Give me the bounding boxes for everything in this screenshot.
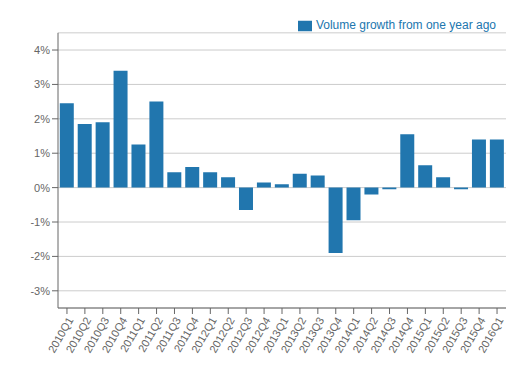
svg-text:2014Q2: 2014Q2: [350, 314, 381, 355]
svg-text:2011Q3: 2011Q3: [153, 314, 183, 355]
svg-text:2010Q4: 2010Q4: [99, 314, 130, 355]
svg-text:0%: 0%: [34, 182, 50, 194]
svg-text:1%: 1%: [34, 147, 50, 159]
svg-text:2014Q1: 2014Q1: [332, 314, 363, 355]
svg-text:2015Q1: 2015Q1: [403, 314, 434, 355]
svg-text:2013Q3: 2013Q3: [296, 314, 327, 355]
svg-text:2013Q1: 2013Q1: [260, 314, 291, 355]
svg-text:2015Q2: 2015Q2: [421, 314, 452, 355]
svg-text:2014Q3: 2014Q3: [368, 314, 398, 355]
svg-text:2013Q2: 2013Q2: [278, 314, 309, 355]
svg-text:2010Q1: 2010Q1: [45, 314, 76, 355]
svg-text:2010Q3: 2010Q3: [81, 314, 112, 355]
svg-text:2013Q4: 2013Q4: [314, 314, 345, 355]
svg-text:2011Q1: 2011Q1: [117, 314, 148, 355]
svg-text:-2%: -2%: [30, 250, 50, 262]
svg-text:2014Q4: 2014Q4: [386, 314, 416, 355]
html-text:Volume growth from one year ag: Volume growth from one year ago: [315, 18, 496, 32]
svg-text:3%: 3%: [34, 78, 50, 90]
svg-text:2015Q3: 2015Q3: [439, 314, 470, 355]
svg-text:2012Q3: 2012Q3: [224, 314, 255, 355]
svg-text:2012Q2: 2012Q2: [206, 314, 237, 355]
svg-text:2010Q2: 2010Q2: [63, 314, 94, 355]
svg-text:-1%: -1%: [30, 216, 50, 228]
svg-text:2016Q1: 2016Q1: [476, 315, 506, 355]
svg-text:2012Q4: 2012Q4: [242, 314, 273, 355]
svg-text:4%: 4%: [34, 44, 50, 56]
svg-text:2011Q4: 2011Q4: [171, 314, 201, 355]
svg-text:2%: 2%: [34, 113, 50, 125]
svg-text:2012Q1: 2012Q1: [188, 314, 219, 355]
svg-text:2011Q2: 2011Q2: [135, 314, 166, 355]
svg-text:2015Q4: 2015Q4: [457, 314, 488, 355]
svg-text:-3%: -3%: [30, 285, 50, 297]
